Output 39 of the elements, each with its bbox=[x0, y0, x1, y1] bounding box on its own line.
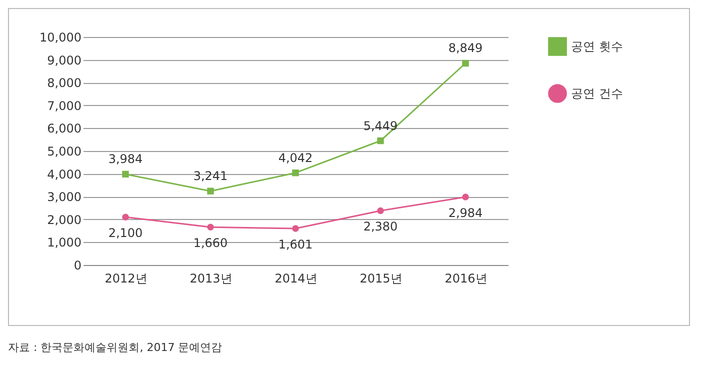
y-tick-label: 6,000 bbox=[47, 122, 82, 136]
point bbox=[292, 169, 299, 176]
x-tick-label: 2012년 bbox=[104, 272, 148, 286]
x-tick-label: 2013년 bbox=[190, 272, 232, 286]
y-tick-label: 0 bbox=[74, 258, 82, 272]
legend-label: 공연 횟수 bbox=[571, 40, 623, 54]
x-tick-label: 2015년 bbox=[360, 272, 402, 286]
data-label: 1,660 bbox=[193, 236, 228, 250]
data-label: 8,849 bbox=[448, 41, 483, 56]
y-tick-label: 4,000 bbox=[47, 167, 82, 182]
data-label: 4,042 bbox=[278, 150, 313, 165]
data-label: 2,984 bbox=[448, 206, 483, 220]
point bbox=[122, 170, 129, 178]
y-tick-label: 5,000 bbox=[47, 144, 82, 158]
y-tick-label: 2,000 bbox=[47, 212, 82, 227]
legend-label: 공연 건수 bbox=[571, 86, 623, 100]
y-tick-label: 1,000 bbox=[47, 236, 82, 250]
point bbox=[122, 214, 129, 220]
y-tick-label: 3,000 bbox=[47, 190, 82, 204]
y-tick-label: 8,000 bbox=[47, 76, 82, 90]
point bbox=[462, 60, 469, 67]
point bbox=[292, 225, 299, 232]
data-label: 2,380 bbox=[363, 220, 398, 234]
point bbox=[207, 224, 214, 230]
point bbox=[377, 207, 384, 214]
data-label: 1,601 bbox=[278, 237, 313, 252]
data-label: 3,984 bbox=[108, 152, 143, 166]
x-tick-label: 2014년 bbox=[274, 272, 318, 286]
point bbox=[207, 188, 214, 194]
text: 자료 : 한국문화예술위원회, 2017 문예연감 bbox=[8, 340, 222, 355]
data-label: 5,449 bbox=[363, 118, 398, 133]
x-tick-label: 2016년 bbox=[444, 272, 488, 286]
y-tick-label: 10,000 bbox=[40, 30, 82, 44]
y-tick-label: 9,000 bbox=[47, 53, 82, 68]
data-label: 3,241 bbox=[193, 169, 228, 184]
data-label: 2,100 bbox=[108, 226, 143, 240]
point bbox=[377, 137, 384, 144]
y-tick-label: 7,000 bbox=[47, 98, 82, 113]
point bbox=[462, 194, 469, 200]
